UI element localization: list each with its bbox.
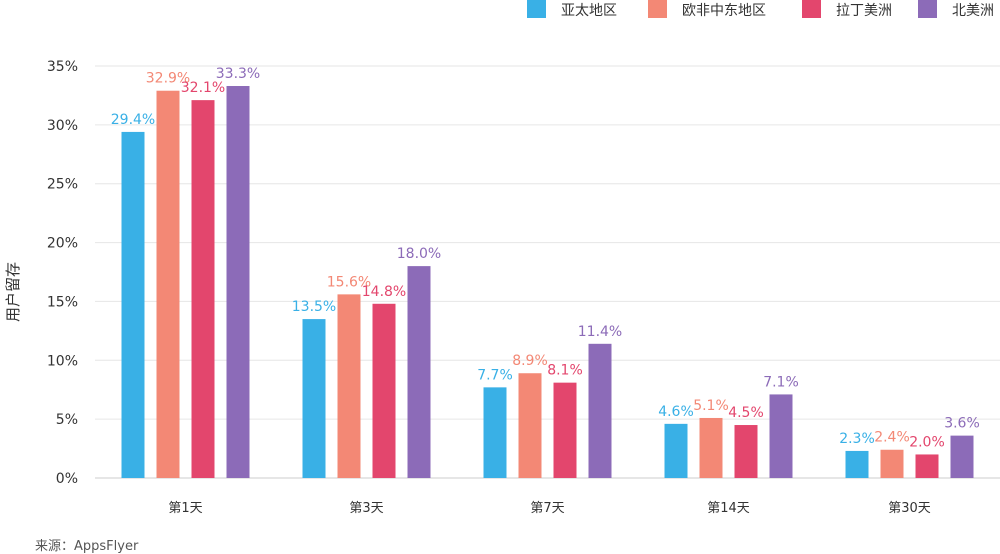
data-label: 15.6% — [327, 274, 371, 290]
bar — [191, 100, 215, 478]
data-label: 32.9% — [146, 71, 190, 87]
legend-label: 欧非中东地区 — [682, 3, 766, 19]
y-tick-label: 5% — [56, 412, 78, 428]
data-label: 33.3% — [216, 66, 260, 82]
y-tick-label: 15% — [47, 294, 78, 310]
y-tick-label: 20% — [47, 236, 78, 252]
data-label: 18.0% — [397, 246, 441, 262]
bar — [588, 343, 612, 478]
legend-swatch — [648, 0, 667, 18]
bar — [734, 425, 758, 478]
legend-swatch — [918, 0, 937, 18]
legend-label: 亚太地区 — [561, 3, 617, 19]
x-tick-label: 第30天 — [888, 501, 931, 516]
source-note: 来源：AppsFlyer — [35, 539, 139, 554]
bar — [372, 303, 396, 478]
data-label: 14.8% — [362, 284, 406, 300]
x-tick-label: 第7天 — [530, 501, 564, 516]
bar — [845, 450, 869, 478]
bar — [121, 131, 145, 479]
legend-swatch — [802, 0, 821, 18]
data-label: 3.6% — [944, 416, 980, 432]
bar — [337, 294, 361, 478]
data-label: 5.1% — [693, 398, 729, 414]
bar — [950, 435, 974, 478]
bar — [769, 394, 793, 478]
data-label: 29.4% — [111, 112, 155, 128]
data-label: 32.1% — [181, 80, 225, 96]
legend-label: 拉丁美洲 — [836, 3, 892, 19]
data-label: 8.1% — [547, 363, 583, 379]
x-tick-label: 第1天 — [168, 501, 202, 516]
x-tick-label: 第14天 — [707, 501, 750, 516]
bar — [880, 449, 904, 478]
data-label: 4.5% — [728, 405, 764, 421]
bar — [302, 319, 326, 478]
bar — [553, 382, 577, 478]
bar — [226, 86, 250, 479]
y-axis-label: 用户留存 — [4, 262, 22, 322]
y-tick-label: 35% — [47, 59, 78, 75]
bar — [915, 454, 939, 478]
data-label: 2.4% — [874, 430, 910, 446]
y-tick-label: 10% — [47, 353, 78, 369]
legend-swatch — [527, 0, 546, 18]
y-tick-label: 25% — [47, 177, 78, 193]
bar — [483, 387, 507, 478]
data-label: 2.3% — [839, 431, 875, 447]
data-label: 2.0% — [909, 434, 945, 450]
data-label: 11.4% — [578, 324, 622, 340]
bar — [156, 90, 180, 478]
bar — [407, 266, 431, 478]
legend-label: 北美洲 — [952, 3, 994, 19]
data-label: 7.1% — [763, 374, 799, 390]
bar — [664, 423, 688, 478]
bar — [699, 417, 723, 478]
x-tick-label: 第3天 — [349, 501, 383, 516]
data-label: 7.7% — [477, 367, 513, 383]
y-tick-label: 30% — [47, 118, 78, 134]
data-label: 4.6% — [658, 404, 694, 420]
bar — [518, 373, 542, 478]
data-label: 13.5% — [292, 299, 336, 315]
y-tick-label: 0% — [56, 471, 78, 487]
data-label: 8.9% — [512, 353, 548, 369]
